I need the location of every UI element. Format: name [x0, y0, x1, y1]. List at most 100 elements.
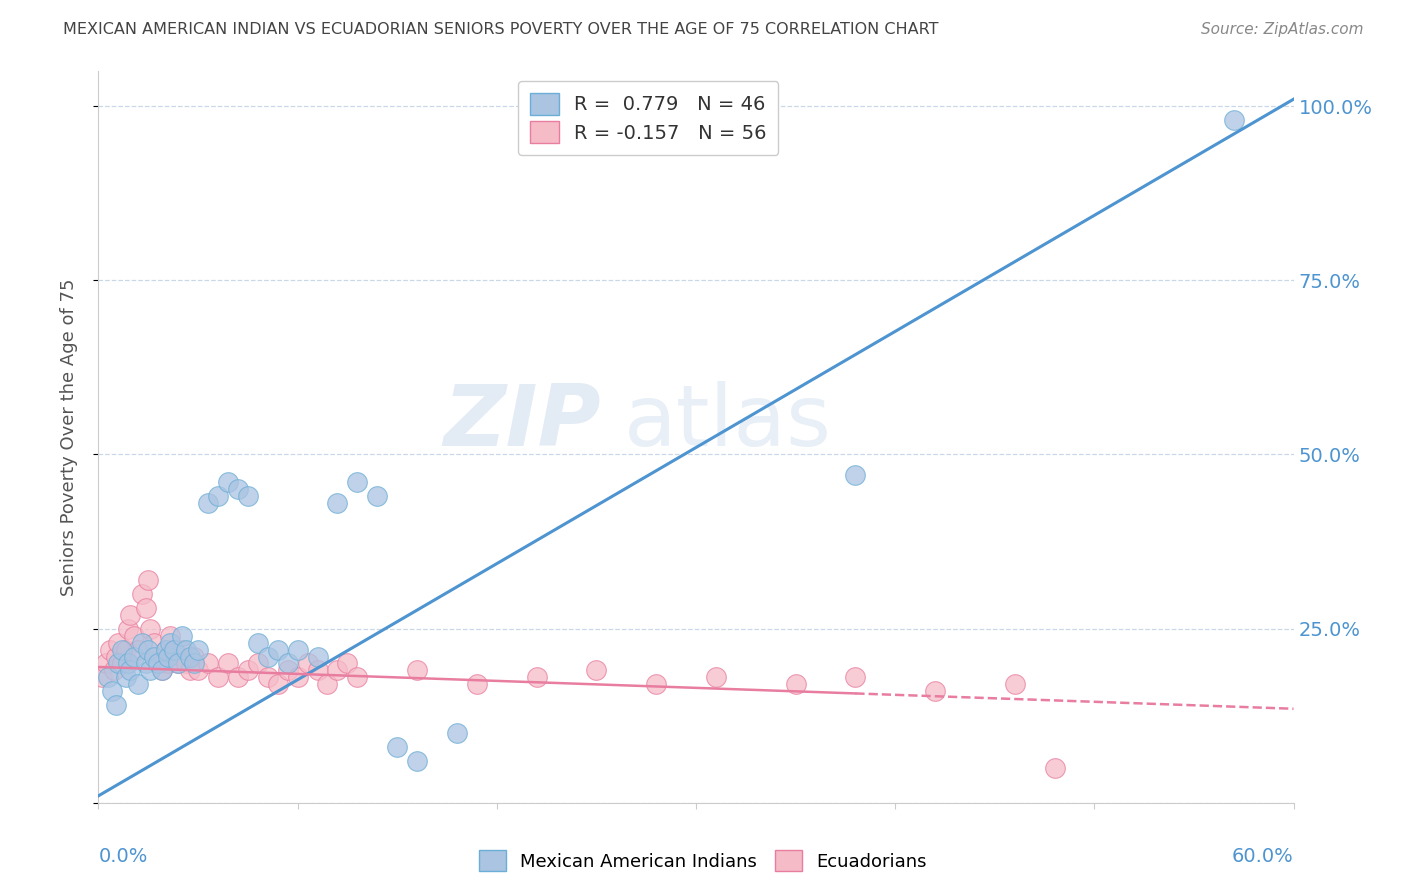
Point — [346, 475, 368, 490]
Point — [316, 677, 339, 691]
Point — [924, 684, 946, 698]
Text: atlas: atlas — [624, 381, 832, 464]
Point — [183, 649, 205, 664]
Point — [187, 664, 209, 678]
Point — [246, 635, 269, 649]
Point — [226, 483, 249, 497]
Point — [139, 622, 162, 636]
Point — [179, 664, 201, 678]
Legend: Mexican American Indians, Ecuadorians: Mexican American Indians, Ecuadorians — [471, 843, 935, 879]
Point — [385, 740, 409, 755]
Point — [183, 657, 205, 671]
Point — [406, 754, 429, 768]
Point — [120, 664, 142, 678]
Point — [1004, 677, 1026, 691]
Point — [844, 468, 866, 483]
Point — [117, 657, 139, 671]
Point — [159, 635, 181, 649]
Point — [148, 657, 170, 671]
Point — [167, 657, 190, 671]
Point — [326, 664, 349, 678]
Point — [366, 489, 388, 503]
Point — [150, 664, 173, 678]
Point — [256, 649, 278, 664]
Point — [179, 649, 201, 664]
Point — [111, 642, 134, 657]
Point — [159, 629, 181, 643]
Point — [307, 649, 329, 664]
Text: 60.0%: 60.0% — [1232, 847, 1294, 866]
Point — [287, 642, 309, 657]
Point — [115, 642, 138, 657]
Point — [127, 677, 149, 691]
Point — [136, 642, 159, 657]
Text: Source: ZipAtlas.com: Source: ZipAtlas.com — [1201, 22, 1364, 37]
Point — [103, 664, 125, 678]
Point — [277, 664, 299, 678]
Point — [307, 664, 329, 678]
Point — [107, 635, 129, 649]
Point — [585, 664, 607, 678]
Point — [163, 642, 186, 657]
Point — [124, 629, 146, 643]
Point — [236, 664, 259, 678]
Point — [172, 642, 194, 657]
Point — [406, 664, 429, 678]
Point — [207, 489, 229, 503]
Legend: R =  0.779   N = 46, R = -0.157   N = 56: R = 0.779 N = 46, R = -0.157 N = 56 — [517, 81, 779, 155]
Point — [326, 496, 349, 510]
Point — [105, 649, 128, 664]
Point — [101, 684, 124, 698]
Point — [143, 649, 166, 664]
Y-axis label: Seniors Poverty Over the Age of 75: Seniors Poverty Over the Age of 75 — [59, 278, 77, 596]
Point — [246, 657, 269, 671]
Point — [172, 629, 194, 643]
Point — [197, 496, 219, 510]
Point — [526, 670, 548, 684]
Point — [96, 657, 118, 671]
Point — [217, 475, 239, 490]
Point — [143, 635, 166, 649]
Point — [131, 635, 153, 649]
Point — [105, 698, 128, 713]
Point — [446, 726, 468, 740]
Point — [139, 664, 162, 678]
Point — [785, 677, 807, 691]
Point — [127, 642, 149, 657]
Point — [117, 622, 139, 636]
Point — [163, 642, 186, 657]
Point — [136, 573, 159, 587]
Point — [336, 657, 359, 671]
Point — [157, 657, 180, 671]
Point — [111, 657, 134, 671]
Point — [155, 642, 177, 657]
Point — [98, 642, 122, 657]
Point — [267, 642, 290, 657]
Point — [297, 657, 319, 671]
Point — [120, 607, 142, 622]
Point — [150, 664, 173, 678]
Point — [844, 670, 866, 684]
Point — [465, 677, 488, 691]
Point — [287, 670, 309, 684]
Point — [1223, 113, 1246, 128]
Point — [148, 657, 170, 671]
Text: MEXICAN AMERICAN INDIAN VS ECUADORIAN SENIORS POVERTY OVER THE AGE OF 75 CORRELA: MEXICAN AMERICAN INDIAN VS ECUADORIAN SE… — [63, 22, 939, 37]
Point — [207, 670, 229, 684]
Point — [187, 642, 209, 657]
Text: 0.0%: 0.0% — [98, 847, 148, 866]
Point — [131, 587, 153, 601]
Point — [704, 670, 727, 684]
Point — [267, 677, 290, 691]
Point — [1043, 761, 1066, 775]
Point — [226, 670, 249, 684]
Point — [217, 657, 239, 671]
Point — [155, 642, 177, 657]
Point — [157, 649, 180, 664]
Text: ZIP: ZIP — [443, 381, 600, 464]
Point — [124, 649, 146, 664]
Point — [115, 670, 138, 684]
Point — [174, 642, 197, 657]
Point — [236, 489, 259, 503]
Point — [135, 600, 157, 615]
